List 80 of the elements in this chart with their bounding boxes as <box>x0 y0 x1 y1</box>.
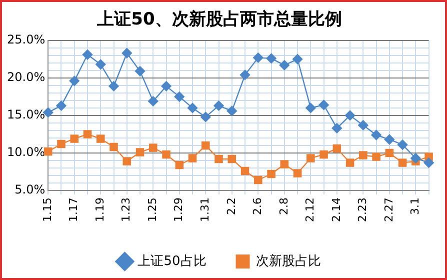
point <box>187 102 198 114</box>
point <box>136 148 144 156</box>
point <box>372 152 380 161</box>
point <box>56 100 66 111</box>
x-tick-label: 2.2 <box>224 198 238 216</box>
point <box>318 100 329 110</box>
x-tick-label: 1.19 <box>93 198 106 222</box>
point <box>134 66 146 76</box>
point <box>346 158 354 167</box>
x-tick-label: 2.27 <box>382 198 396 222</box>
legend-label: 上证50占比 <box>138 254 206 269</box>
point <box>424 158 434 168</box>
x-tick-label: 2.14 <box>330 198 343 222</box>
point <box>228 154 236 164</box>
point <box>149 144 158 152</box>
point <box>385 148 394 158</box>
x-tick-label: 1.17 <box>67 198 80 222</box>
point <box>148 96 158 106</box>
point <box>397 140 408 150</box>
x-tick-label: 1.25 <box>146 198 159 222</box>
x-tick-label: 2.6 <box>251 198 264 216</box>
point <box>371 130 382 140</box>
point <box>398 158 407 167</box>
point <box>358 120 368 130</box>
point <box>410 153 421 164</box>
point <box>200 112 211 122</box>
point <box>122 157 132 166</box>
point <box>161 81 172 92</box>
point <box>122 48 132 58</box>
x-tick-label: 1.15 <box>40 198 54 222</box>
point <box>332 123 342 134</box>
y-tick-label: 25.0% <box>6 32 46 47</box>
y-tick-label: 10.0% <box>6 145 46 160</box>
chart-title: 上证50、次新股占两市总量比例 <box>96 10 342 30</box>
x-tick-label: 1.31 <box>198 198 212 222</box>
y-tick-label: 5.0% <box>14 182 46 197</box>
point <box>292 54 303 64</box>
point <box>306 154 315 162</box>
point <box>359 151 368 160</box>
point <box>162 150 170 159</box>
point <box>175 160 184 170</box>
point <box>293 169 302 178</box>
point <box>96 59 106 70</box>
x-tick-label: 2.23 <box>356 198 370 222</box>
y-tick-label: 20.0% <box>6 70 46 84</box>
point <box>214 154 223 164</box>
point <box>280 160 289 168</box>
y-tick-label: 15.0% <box>6 108 46 122</box>
x-tick-label: 1.23 <box>120 198 133 222</box>
point <box>306 102 316 114</box>
x-tick-label: 1.29 <box>172 198 186 222</box>
x-tick-label: 2.8 <box>277 198 290 216</box>
point <box>188 154 197 162</box>
point <box>110 142 118 152</box>
point <box>240 70 250 80</box>
point <box>108 81 119 92</box>
point <box>174 92 184 102</box>
point <box>253 52 264 63</box>
point <box>226 106 237 116</box>
point <box>96 134 105 143</box>
legend-label: 次新股占比 <box>256 254 321 269</box>
point <box>266 53 276 64</box>
point <box>214 100 224 111</box>
x-tick-label: 2.12 <box>304 198 317 222</box>
point <box>384 134 395 145</box>
point <box>82 50 93 60</box>
x-tick-label: 3.1 <box>408 198 422 216</box>
point <box>202 141 210 150</box>
point <box>83 130 92 138</box>
point <box>267 170 276 178</box>
point <box>44 147 52 156</box>
point <box>320 150 328 159</box>
point <box>70 134 79 143</box>
point <box>57 140 66 148</box>
point <box>240 166 250 176</box>
point <box>344 110 356 121</box>
point <box>279 60 290 70</box>
point <box>254 176 262 184</box>
point <box>69 76 80 86</box>
point <box>332 144 342 153</box>
